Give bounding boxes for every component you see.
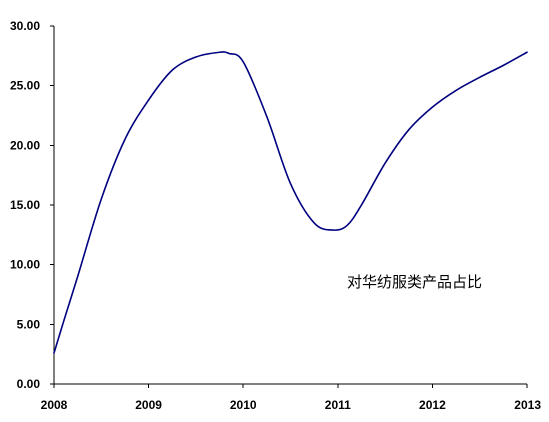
x-tick-label: 2008	[41, 398, 68, 412]
y-tick-label: 20.00	[10, 138, 40, 152]
y-tick-label: 15.00	[10, 198, 40, 212]
chart-annotation: 对华纺服类产品占比	[347, 273, 482, 291]
y-tick-label: 30.00	[10, 19, 40, 33]
y-tick-label: 0.00	[17, 377, 41, 391]
x-tick-label: 2009	[135, 398, 162, 412]
x-tick-label: 2011	[325, 398, 351, 412]
y-tick-label: 25.00	[10, 79, 40, 93]
axes	[53, 26, 527, 385]
x-tick-label: 2013	[514, 398, 541, 412]
series-line	[53, 51, 528, 354]
y-ticks: 0.00 5.00 10.00 15.00 20.00 25.00 30.00	[10, 19, 54, 391]
y-tick-label: 10.00	[10, 258, 40, 272]
x-tick-label: 2010	[230, 398, 257, 412]
series-layer	[53, 51, 528, 354]
x-ticks: 2008 2009 2010 2011 2012 2013	[41, 384, 541, 412]
y-tick-label: 5.00	[17, 317, 41, 331]
x-tick-label: 2012	[419, 398, 446, 412]
